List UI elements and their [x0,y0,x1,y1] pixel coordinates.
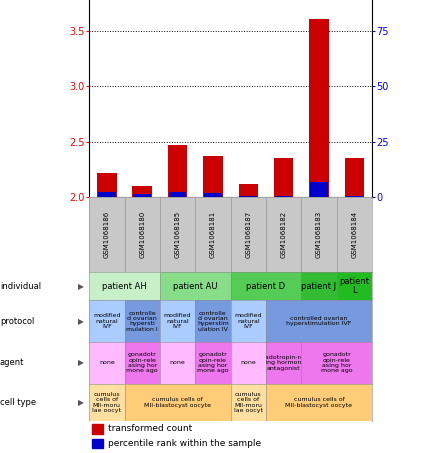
Text: none: none [169,360,185,366]
Text: transformed count: transformed count [107,424,191,434]
Text: GSM1068185: GSM1068185 [174,211,180,258]
Text: cumulus cells of
MII-blastocyst oocyte: cumulus cells of MII-blastocyst oocyte [285,397,352,408]
Bar [168,192,186,197]
Text: individual: individual [0,282,41,290]
Bar [309,182,327,197]
Text: modified
natural
IVF: modified natural IVF [234,313,261,329]
Text: GSM1068186: GSM1068186 [104,211,110,258]
Text: patient D: patient D [246,282,285,290]
Text: patient AH: patient AH [102,282,147,290]
Text: percentile rank within the sample: percentile rank within the sample [107,439,260,448]
Text: cell type: cell type [0,398,36,407]
Text: gonadotr
opin-rele
asing hor
mone ago: gonadotr opin-rele asing hor mone ago [197,352,228,373]
Bar [92,424,103,434]
Text: cumulus
cells of
MII-moru
lae oocyt: cumulus cells of MII-moru lae oocyt [233,392,262,413]
Text: GSM1068180: GSM1068180 [139,211,145,258]
Text: controlle
d ovarian
hyperstim
ulation IV: controlle d ovarian hyperstim ulation IV [197,311,228,332]
Text: GSM1068181: GSM1068181 [209,211,215,258]
Bar [274,196,292,197]
Bar [92,439,103,448]
Text: gonadotr
opin-rele
asing hor
mone ago: gonadotr opin-rele asing hor mone ago [126,352,158,373]
Text: GSM1068183: GSM1068183 [315,211,321,258]
Text: protocol: protocol [0,317,34,326]
Text: patient
L: patient L [339,277,368,295]
Text: ▶: ▶ [78,282,84,290]
Bar [239,196,256,197]
Text: agent: agent [0,358,24,367]
Bar [344,158,363,197]
Text: none: none [99,360,115,366]
Text: modified
natural
IVF: modified natural IVF [93,313,120,329]
Text: GSM1068187: GSM1068187 [245,211,251,258]
Bar [345,196,362,197]
Text: ▶: ▶ [78,358,84,367]
Bar [203,156,222,197]
Bar [97,173,116,197]
Bar [309,19,328,197]
Text: cumulus
cells of
MII-moru
lae oocyt: cumulus cells of MII-moru lae oocyt [92,392,121,413]
Bar [238,184,257,197]
Text: gonadotr
opin-rele
asing hor
mone ago: gonadotr opin-rele asing hor mone ago [320,352,352,373]
Text: GSM1068182: GSM1068182 [280,211,286,258]
Text: controlle
d ovarian
hypersti
mulation I: controlle d ovarian hypersti mulation I [126,311,158,332]
Bar [133,194,151,197]
Text: patient J: patient J [301,282,335,290]
Bar [168,145,187,197]
Text: GSM1068184: GSM1068184 [350,211,356,258]
Text: patient AU: patient AU [173,282,217,290]
Bar [273,158,293,197]
Bar [204,193,221,197]
Bar [132,186,151,197]
Text: cumulus cells of
MII-blastocyst oocyte: cumulus cells of MII-blastocyst oocyte [144,397,210,408]
Text: controlled ovarian
hyperstimulation IVF: controlled ovarian hyperstimulation IVF [286,316,351,326]
Text: ▶: ▶ [78,398,84,407]
Bar [98,192,115,197]
Text: gonadotropin-relea
sing hormone
antagonist: gonadotropin-relea sing hormone antagoni… [253,355,313,371]
Text: ▶: ▶ [78,317,84,326]
Text: none: none [240,360,256,366]
Text: modified
natural
IVF: modified natural IVF [164,313,191,329]
